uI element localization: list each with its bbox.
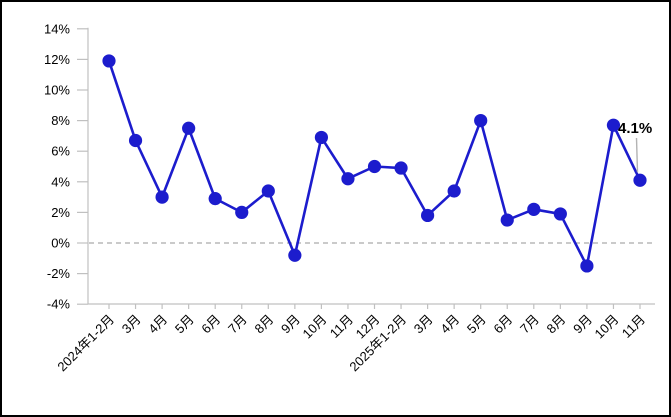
x-axis-label: 10月 xyxy=(299,312,329,342)
data-series xyxy=(102,54,647,273)
data-point xyxy=(102,54,116,68)
data-point xyxy=(367,159,382,174)
data-point xyxy=(182,121,196,135)
x-axis-label: 6月 xyxy=(490,312,515,337)
y-axis-label: 14% xyxy=(44,21,70,36)
x-axis-label: 11月 xyxy=(327,312,356,341)
data-point xyxy=(606,118,621,132)
data-point xyxy=(235,205,249,219)
y-axis-label: 6% xyxy=(51,144,70,159)
x-axis-label: 10月 xyxy=(592,312,622,342)
data-point xyxy=(261,184,275,198)
data-point xyxy=(553,207,567,221)
y-axis-label: 12% xyxy=(44,52,70,67)
data-point xyxy=(208,192,222,206)
data-point xyxy=(447,184,461,198)
x-axis-label: 2024年1-2月 xyxy=(54,312,117,375)
annotation-group: 4.1% xyxy=(618,120,652,173)
x-axis-label: 4月 xyxy=(145,312,170,337)
x-axis-label: 11月 xyxy=(619,312,648,341)
x-axis-label: 9月 xyxy=(278,312,303,337)
x-axis-label: 7月 xyxy=(225,312,250,337)
annotation-leader-line xyxy=(635,137,639,173)
data-point xyxy=(421,208,435,223)
data-point xyxy=(155,190,169,204)
data-point xyxy=(314,130,328,145)
data-point xyxy=(128,133,143,148)
x-axis-label: 3月 xyxy=(411,312,436,337)
y-axis-label: 2% xyxy=(51,205,70,220)
x-axis-label: 3月 xyxy=(119,312,144,337)
data-point xyxy=(474,114,488,128)
data-point xyxy=(394,161,408,175)
x-axis-label: 5月 xyxy=(172,312,197,337)
y-axis-label: -2% xyxy=(47,266,71,281)
data-point xyxy=(288,248,302,262)
data-point xyxy=(500,213,514,227)
y-axis-label: 10% xyxy=(44,83,70,98)
y-axis-label: 4% xyxy=(51,174,70,189)
data-point xyxy=(527,202,541,216)
x-axis-label: 8月 xyxy=(252,312,277,337)
data-point xyxy=(580,259,594,273)
x-axis-label: 6月 xyxy=(198,312,223,337)
x-axis-label: 7月 xyxy=(517,312,542,337)
data-point xyxy=(633,173,647,187)
y-axis-label: -4% xyxy=(47,297,71,312)
data-point xyxy=(341,172,355,186)
x-axis-label: 8月 xyxy=(544,312,569,337)
axes xyxy=(77,27,655,309)
axis-labels: 14%12%10%8%6%4%2%0%-2%-4%2024年1-2月 3月 4月 5月… xyxy=(44,21,648,374)
y-axis-label: 8% xyxy=(51,113,70,128)
annotation-label: 4.1% xyxy=(618,120,652,137)
x-axis-label: 4月 xyxy=(437,312,462,337)
y-axis-label: 0% xyxy=(51,236,70,251)
x-axis-label: 5月 xyxy=(464,312,489,337)
x-axis-label: 9月 xyxy=(570,312,595,337)
